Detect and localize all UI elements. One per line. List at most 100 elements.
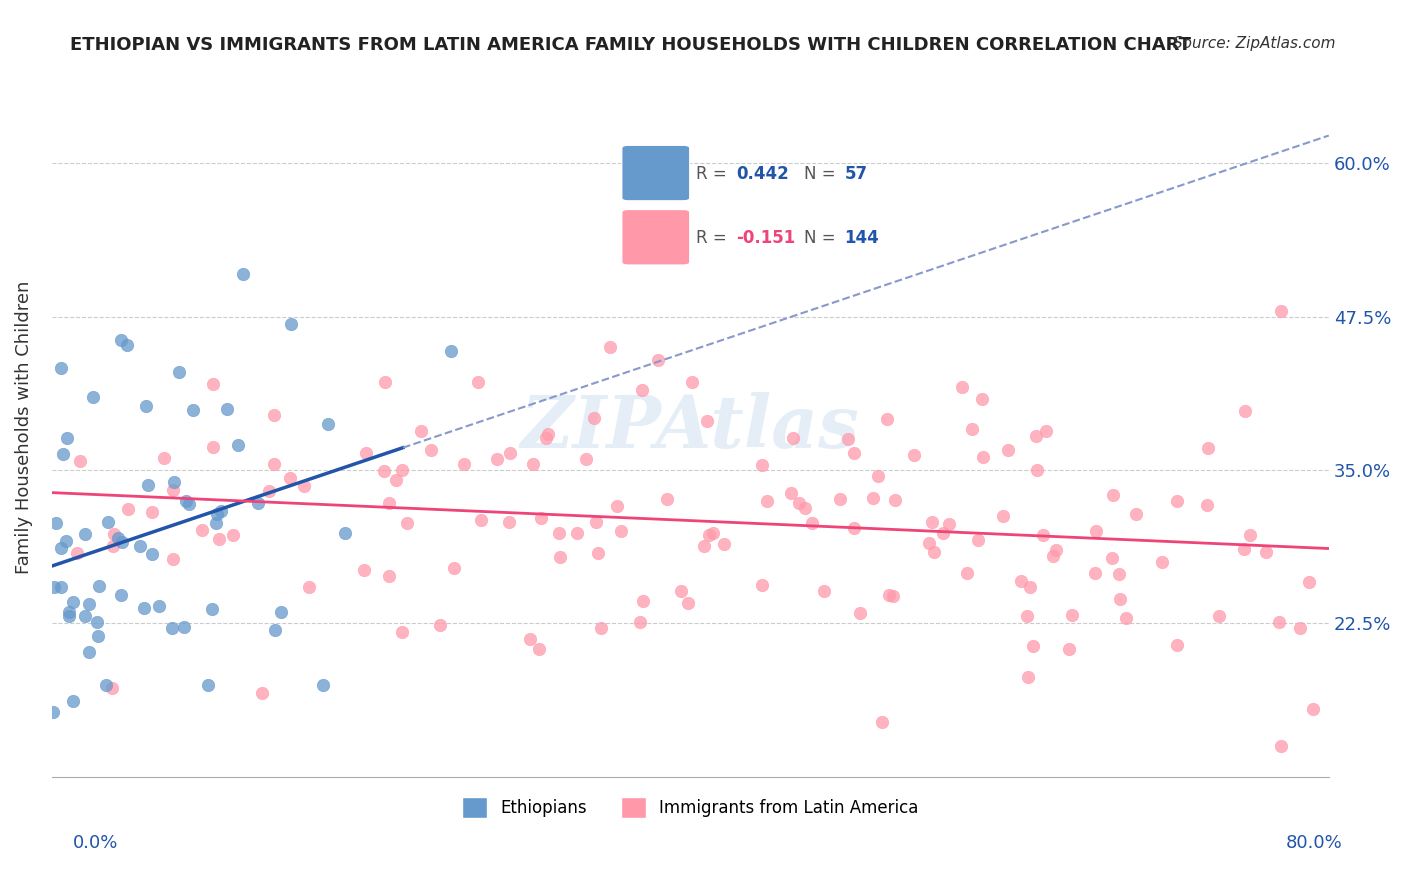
Point	[589, 621, 612, 635]
Point	[1026, 463, 1049, 477]
Point	[443, 561, 465, 575]
Point	[876, 411, 898, 425]
Point	[132, 601, 155, 615]
Point	[385, 473, 408, 487]
Point	[77, 597, 100, 611]
Point	[1267, 615, 1289, 629]
Point	[586, 546, 609, 560]
Point	[970, 392, 993, 406]
Point	[222, 528, 245, 542]
Point	[89, 579, 111, 593]
Point	[453, 457, 475, 471]
Point	[335, 526, 357, 541]
Point	[938, 516, 960, 531]
Point	[655, 491, 678, 506]
Point	[599, 340, 621, 354]
Point	[1270, 739, 1292, 754]
Point	[391, 463, 413, 477]
Point	[1084, 524, 1107, 539]
Point	[163, 475, 186, 489]
Point	[395, 516, 418, 530]
Point	[69, 454, 91, 468]
Point	[49, 580, 72, 594]
Text: R =: R =	[696, 229, 733, 247]
Point	[181, 403, 204, 417]
Point	[870, 714, 893, 729]
Point	[42, 580, 65, 594]
Point	[922, 545, 945, 559]
Point	[1017, 670, 1039, 684]
Point	[160, 621, 183, 635]
Point	[1042, 549, 1064, 563]
Point	[82, 390, 104, 404]
Point	[534, 431, 557, 445]
Point	[440, 344, 463, 359]
Point	[136, 478, 159, 492]
Point	[49, 541, 72, 556]
Point	[1256, 545, 1278, 559]
Point	[152, 451, 174, 466]
Text: ETHIOPIAN VS IMMIGRANTS FROM LATIN AMERICA FAMILY HOUSEHOLDS WITH CHILDREN CORRE: ETHIOPIAN VS IMMIGRANTS FROM LATIN AMERI…	[70, 36, 1191, 54]
Point	[110, 588, 132, 602]
Point	[991, 509, 1014, 524]
Point	[1101, 551, 1123, 566]
Point	[751, 578, 773, 592]
Point	[429, 618, 451, 632]
Point	[411, 424, 433, 438]
Point	[1166, 493, 1188, 508]
Point	[66, 546, 89, 560]
Point	[918, 536, 941, 550]
Point	[204, 516, 226, 530]
Point	[565, 526, 588, 541]
Point	[1302, 702, 1324, 716]
Point	[107, 531, 129, 545]
Point	[1057, 642, 1080, 657]
Point	[148, 599, 170, 614]
Point	[115, 338, 138, 352]
Point	[73, 526, 96, 541]
Point	[697, 528, 720, 542]
Point	[86, 615, 108, 629]
Text: 80.0%: 80.0%	[1286, 834, 1343, 852]
Point	[631, 593, 654, 607]
Point	[263, 408, 285, 422]
Point	[756, 494, 779, 508]
Point	[585, 515, 607, 529]
Point	[62, 595, 84, 609]
Point	[316, 417, 339, 431]
Point	[162, 483, 184, 497]
Point	[932, 526, 955, 541]
Point	[75, 609, 97, 624]
Point	[1239, 527, 1261, 541]
Point	[1195, 498, 1218, 512]
Point	[842, 521, 865, 535]
Point	[1045, 543, 1067, 558]
Point	[519, 632, 541, 646]
Point	[96, 678, 118, 692]
Point	[226, 438, 249, 452]
Point	[837, 433, 859, 447]
Text: ZIPAtlas: ZIPAtlas	[520, 392, 859, 463]
Legend: Ethiopians, Immigrants from Latin America: Ethiopians, Immigrants from Latin Americ…	[456, 791, 925, 824]
Point	[391, 625, 413, 640]
Text: 57: 57	[845, 165, 868, 183]
Point	[97, 515, 120, 529]
Point	[176, 494, 198, 508]
Point	[278, 471, 301, 485]
Point	[676, 596, 699, 610]
Point	[1233, 542, 1256, 557]
Point	[197, 678, 219, 692]
Point	[669, 584, 692, 599]
Point	[292, 479, 315, 493]
Point	[794, 501, 817, 516]
Point	[1019, 580, 1042, 594]
Text: -0.151: -0.151	[737, 229, 796, 247]
Point	[782, 431, 804, 445]
Point	[103, 526, 125, 541]
Point	[529, 511, 551, 525]
Point	[522, 457, 544, 471]
Point	[485, 452, 508, 467]
Point	[1010, 574, 1032, 588]
Point	[696, 414, 718, 428]
Point	[1015, 609, 1038, 624]
